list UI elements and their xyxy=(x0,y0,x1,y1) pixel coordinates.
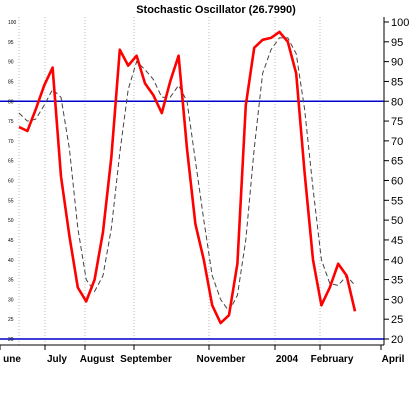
series-dashed-line xyxy=(18,37,356,313)
y-tick-label-left: 70 xyxy=(8,139,14,145)
y-tick-label-right: 25 xyxy=(391,314,403,326)
y-tick-label-left: 30 xyxy=(8,297,14,303)
x-tick-label: April xyxy=(382,354,405,365)
x-axis-ticks: une July August September November 2004 Februa… xyxy=(0,345,405,365)
chart-title: Stochastic Oscillator (26.7990) xyxy=(136,4,296,16)
y-tick-label-right: 40 xyxy=(391,255,403,267)
y-tick-label-left: 85 xyxy=(8,79,14,85)
y-tick-label-right: 55 xyxy=(391,195,403,207)
x-tick-label: February xyxy=(311,354,354,365)
y-tick-label-right: 45 xyxy=(391,235,403,247)
y-tick-label-right: 90 xyxy=(391,57,403,69)
reference-lines xyxy=(0,100,384,340)
y-tick-label-right: 80 xyxy=(391,96,403,108)
y-tick-label-left: 55 xyxy=(8,198,14,204)
y-tick-label-right: 65 xyxy=(391,156,403,168)
y-tick-label-right: 95 xyxy=(391,37,403,49)
y-tick-label-right: 75 xyxy=(391,116,403,128)
y-axis-ticks: 20 20 25 25 30 30 35 35 40 40 45 45 50 50 55 55 60 60 65 65… xyxy=(8,17,409,346)
y-tick-label-right: 20 xyxy=(391,334,403,346)
y-tick-label-left: 60 xyxy=(8,179,14,185)
x-tick-label: 2004 xyxy=(276,354,299,365)
y-tick-label-right: 100 xyxy=(391,17,409,29)
y-tick-label-left: 80 xyxy=(8,99,14,105)
y-tick-label-right: 70 xyxy=(391,136,403,148)
y-tick-label-left: 35 xyxy=(8,278,14,284)
y-tick-label-left: 25 xyxy=(8,317,14,323)
y-tick-label-left: 75 xyxy=(8,119,14,125)
y-tick-label-right: 85 xyxy=(391,76,403,88)
y-tick-label-left: 95 xyxy=(8,40,14,46)
x-tick-label: August xyxy=(80,354,115,365)
x-tick-label: September xyxy=(120,354,172,365)
y-tick-label-right: 50 xyxy=(391,215,403,227)
x-tick-label: November xyxy=(197,354,246,365)
y-tick-label-left: 90 xyxy=(8,60,14,66)
chart-grid xyxy=(18,17,321,345)
y-tick-label-right: 60 xyxy=(391,176,403,188)
y-tick-label-left: 45 xyxy=(8,238,14,244)
x-tick-label: une xyxy=(3,354,21,365)
series-lines xyxy=(18,30,357,325)
y-tick-label-right: 35 xyxy=(391,275,403,287)
y-tick-label-left: 20 xyxy=(8,337,14,343)
y-tick-label-right: 30 xyxy=(391,294,403,306)
y-tick-label-left: 40 xyxy=(8,258,14,264)
y-tick-label-left: 100 xyxy=(8,20,17,26)
y-tick-label-left: 50 xyxy=(8,218,14,224)
x-tick-label: July xyxy=(47,354,67,365)
y-tick-label-left: 65 xyxy=(8,159,14,165)
series-solid-line xyxy=(18,30,357,325)
